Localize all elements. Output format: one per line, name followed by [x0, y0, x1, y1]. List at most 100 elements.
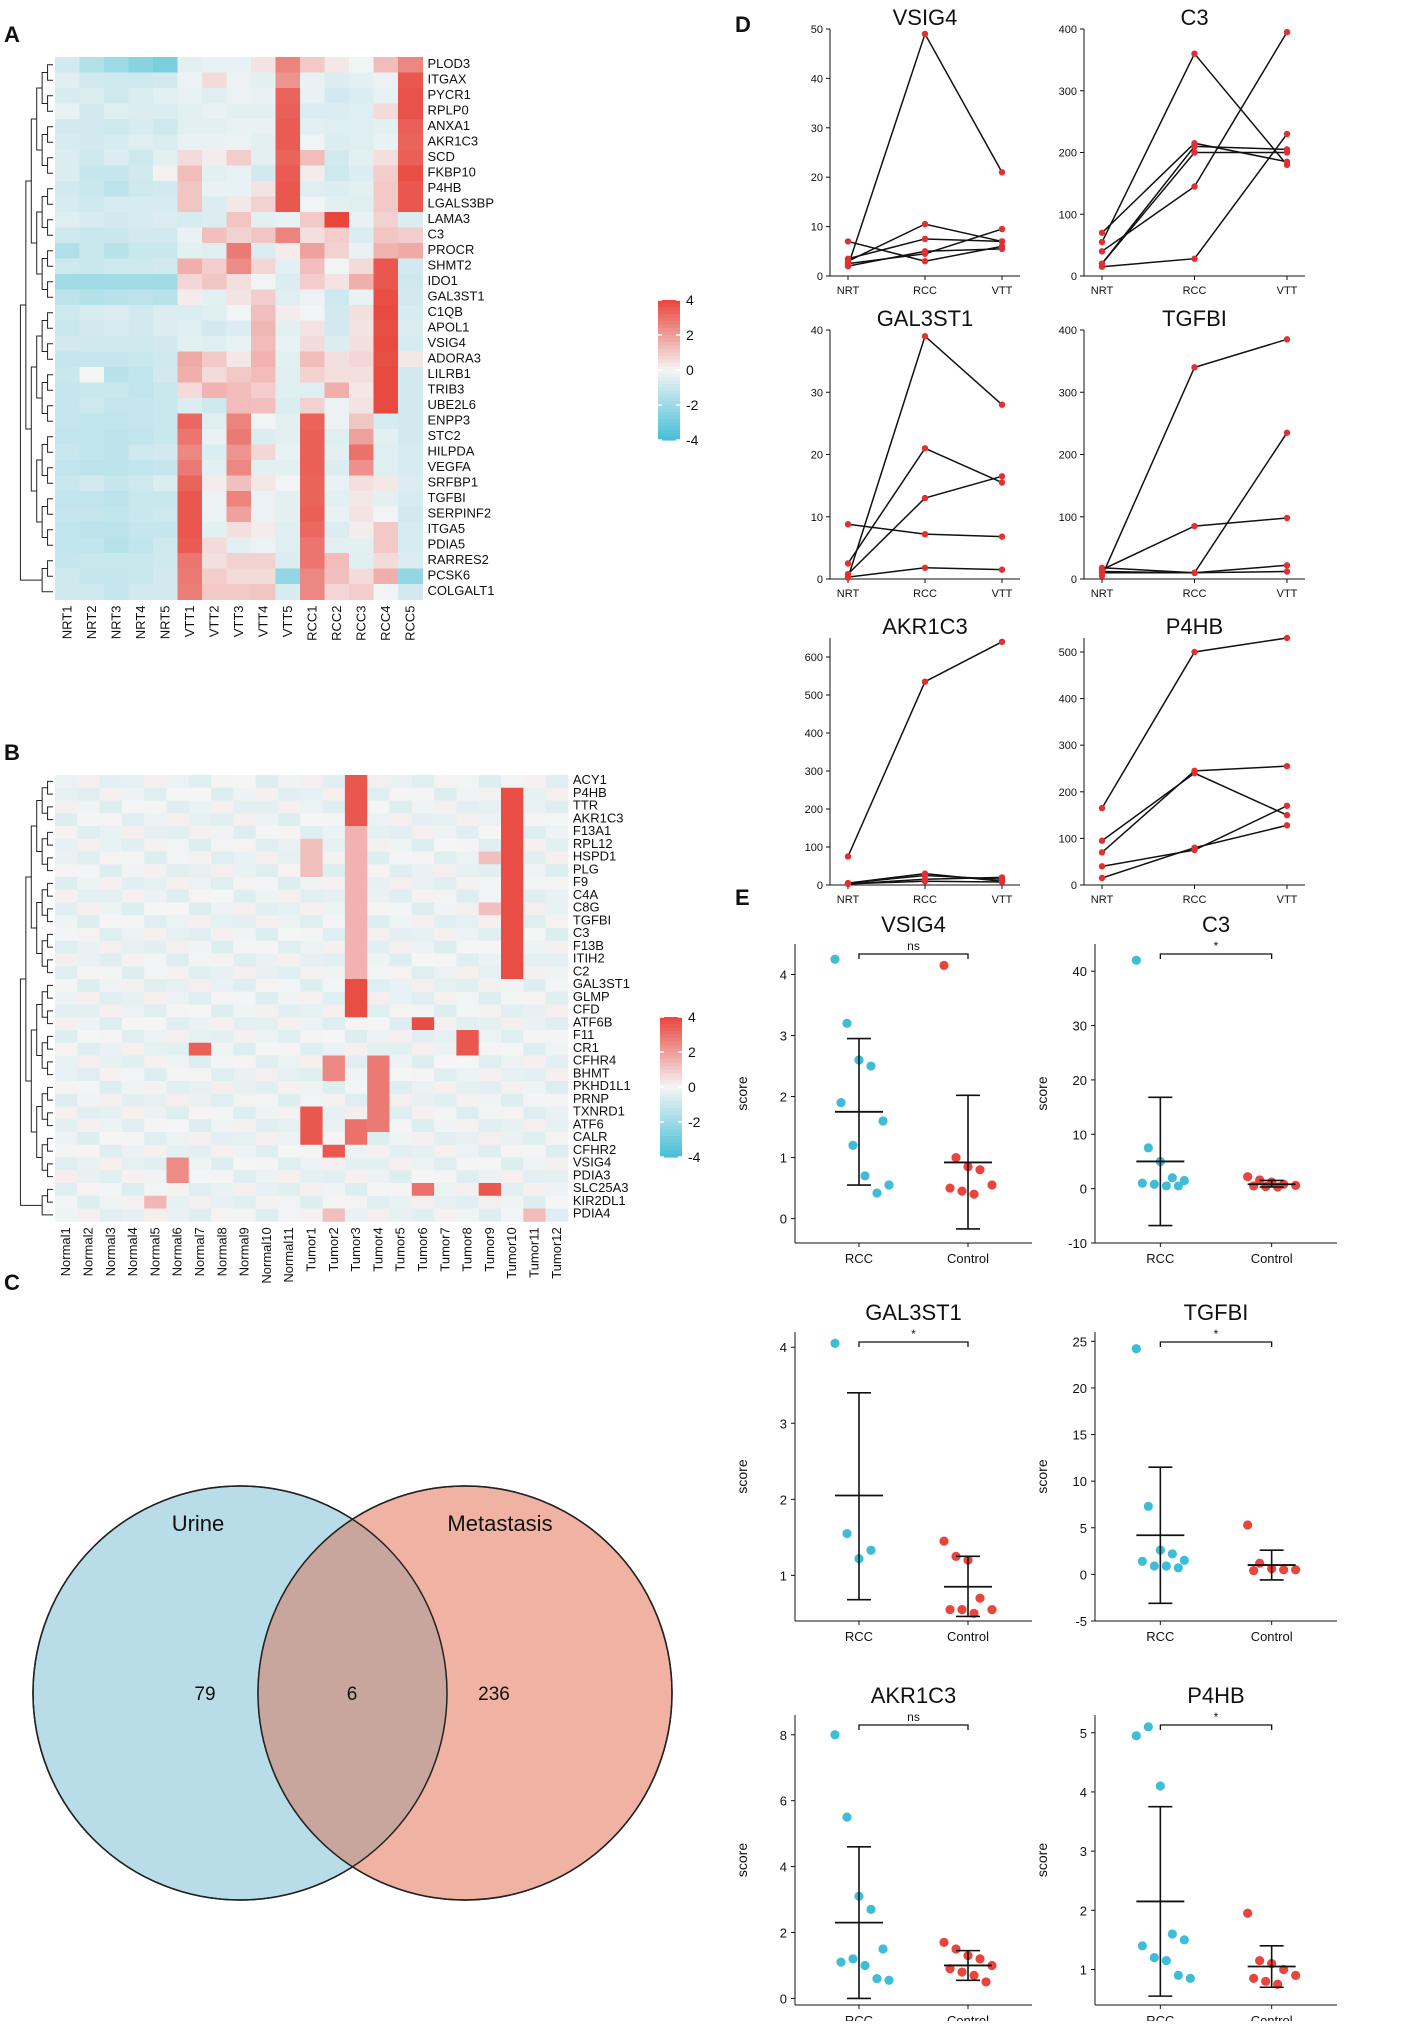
heatmap-cell	[144, 889, 167, 903]
heatmap-cell	[188, 979, 212, 993]
x-tick-label: RCC	[913, 588, 937, 600]
line-plot-title: TGFBI	[1162, 306, 1227, 331]
heatmap-cell	[104, 134, 129, 151]
heatmap-cell	[275, 553, 301, 569]
heatmap-cell	[121, 1144, 145, 1158]
heatmap-cell	[55, 196, 80, 213]
heatmap-cell	[501, 979, 524, 993]
heatmap-cell	[55, 367, 80, 383]
heatmap-cell	[344, 1055, 368, 1069]
heatmap-cell	[128, 537, 154, 554]
heatmap-cell	[275, 491, 301, 507]
heatmap-cell	[278, 1208, 301, 1222]
heatmap-row-label: TXNRD1	[573, 1104, 625, 1119]
heatmap-cell	[545, 1081, 569, 1095]
heatmap-cell	[501, 966, 524, 980]
heatmap-cell	[55, 134, 80, 151]
heatmap-cell	[55, 522, 80, 538]
heatmap-cell	[278, 915, 301, 929]
legend-swatch	[658, 429, 680, 434]
heatmap-cell	[501, 1042, 524, 1056]
series-line	[847, 334, 1003, 578]
dendrogram-branch	[30, 366, 37, 492]
heatmap-cell	[434, 902, 457, 916]
heatmap-cell	[188, 1170, 212, 1184]
heatmap-cell	[251, 227, 276, 244]
heatmap-cell	[55, 289, 80, 306]
heatmap-cell	[153, 320, 178, 337]
x-tick-label: RCC	[1146, 1251, 1174, 1266]
heatmap-cell	[211, 1081, 234, 1095]
heatmap-cell	[233, 1106, 257, 1120]
legend-swatch	[660, 1111, 682, 1116]
heatmap-cell	[55, 568, 80, 585]
heatmap-cell	[202, 72, 227, 89]
heatmap-cell	[344, 1017, 368, 1031]
legend-swatch	[660, 1094, 682, 1099]
heatmap-cell	[226, 506, 252, 523]
heatmap-row-label: AKR1C3	[428, 134, 479, 149]
heatmap-cell	[300, 196, 325, 213]
heatmap-cell	[121, 991, 145, 1005]
heatmap-cell	[434, 991, 457, 1005]
heatmap-cell	[55, 1183, 78, 1197]
heatmap-cell	[367, 979, 390, 993]
heatmap-cell	[226, 57, 252, 73]
heatmap-cell	[211, 1093, 234, 1107]
heatmap-cell	[251, 537, 276, 554]
heatmap-cell	[55, 460, 80, 476]
heatmap-cell	[501, 1106, 524, 1120]
heatmap-cell	[211, 940, 234, 954]
heatmap-cell	[79, 336, 105, 352]
heatmap-cell	[255, 826, 279, 840]
heatmap-cell	[398, 491, 423, 507]
heatmap-column-label: Tumor5	[393, 1227, 408, 1271]
heatmap-cell	[411, 800, 435, 814]
heatmap-cell	[55, 320, 80, 337]
dendrogram-branch	[19, 978, 43, 1206]
heatmap-cell	[434, 775, 457, 789]
heatmap-cell	[104, 57, 129, 73]
heatmap-cell	[434, 826, 457, 840]
dendrogram-branch	[36, 335, 43, 399]
heatmap-cell	[166, 1030, 190, 1044]
heatmap-cell	[251, 150, 276, 166]
heatmap-column-label: Normal11	[281, 1227, 296, 1282]
heatmap-cell	[389, 838, 413, 852]
heatmap-cell	[373, 274, 399, 290]
heatmap-column-label: Tumor6	[415, 1227, 430, 1271]
heatmap-cell	[322, 1195, 346, 1209]
heatmap-cell	[211, 851, 234, 865]
heatmap-cell	[322, 889, 346, 903]
dendrogram-branch	[25, 876, 32, 1082]
heatmap-column-label: Normal10	[259, 1227, 274, 1283]
y-tick-label: 4	[1080, 1785, 1087, 1800]
rcc-point	[1173, 1970, 1183, 1981]
control-point	[981, 1977, 991, 1987]
heatmap-cell	[211, 1106, 234, 1120]
heatmap-cell	[104, 522, 129, 538]
heatmap-cell	[275, 444, 301, 461]
heatmap-cell	[77, 1208, 101, 1222]
heatmap-cell	[188, 1093, 212, 1107]
heatmap-cell	[324, 165, 350, 182]
heatmap-row-label: CR1	[573, 1040, 599, 1055]
heatmap-cell	[389, 953, 413, 967]
dendrogram-branch	[41, 1093, 48, 1120]
heatmap-cell	[188, 864, 212, 878]
heatmap-cell	[55, 877, 78, 891]
heatmap-cell	[275, 568, 301, 585]
heatmap-cell	[373, 537, 399, 554]
heatmap-cell	[373, 553, 399, 569]
heatmap-cell	[411, 877, 435, 891]
heatmap-cell	[300, 119, 325, 135]
heatmap-cell	[344, 979, 368, 993]
heatmap-cell	[373, 305, 399, 321]
heatmap-cell	[55, 953, 78, 967]
legend-label: 0	[686, 362, 694, 378]
heatmap-cell	[128, 119, 154, 135]
heatmap-cell	[177, 72, 203, 89]
heatmap-cell	[501, 1068, 524, 1082]
heatmap-cell	[251, 506, 276, 523]
dendrogram-branch	[47, 374, 53, 391]
